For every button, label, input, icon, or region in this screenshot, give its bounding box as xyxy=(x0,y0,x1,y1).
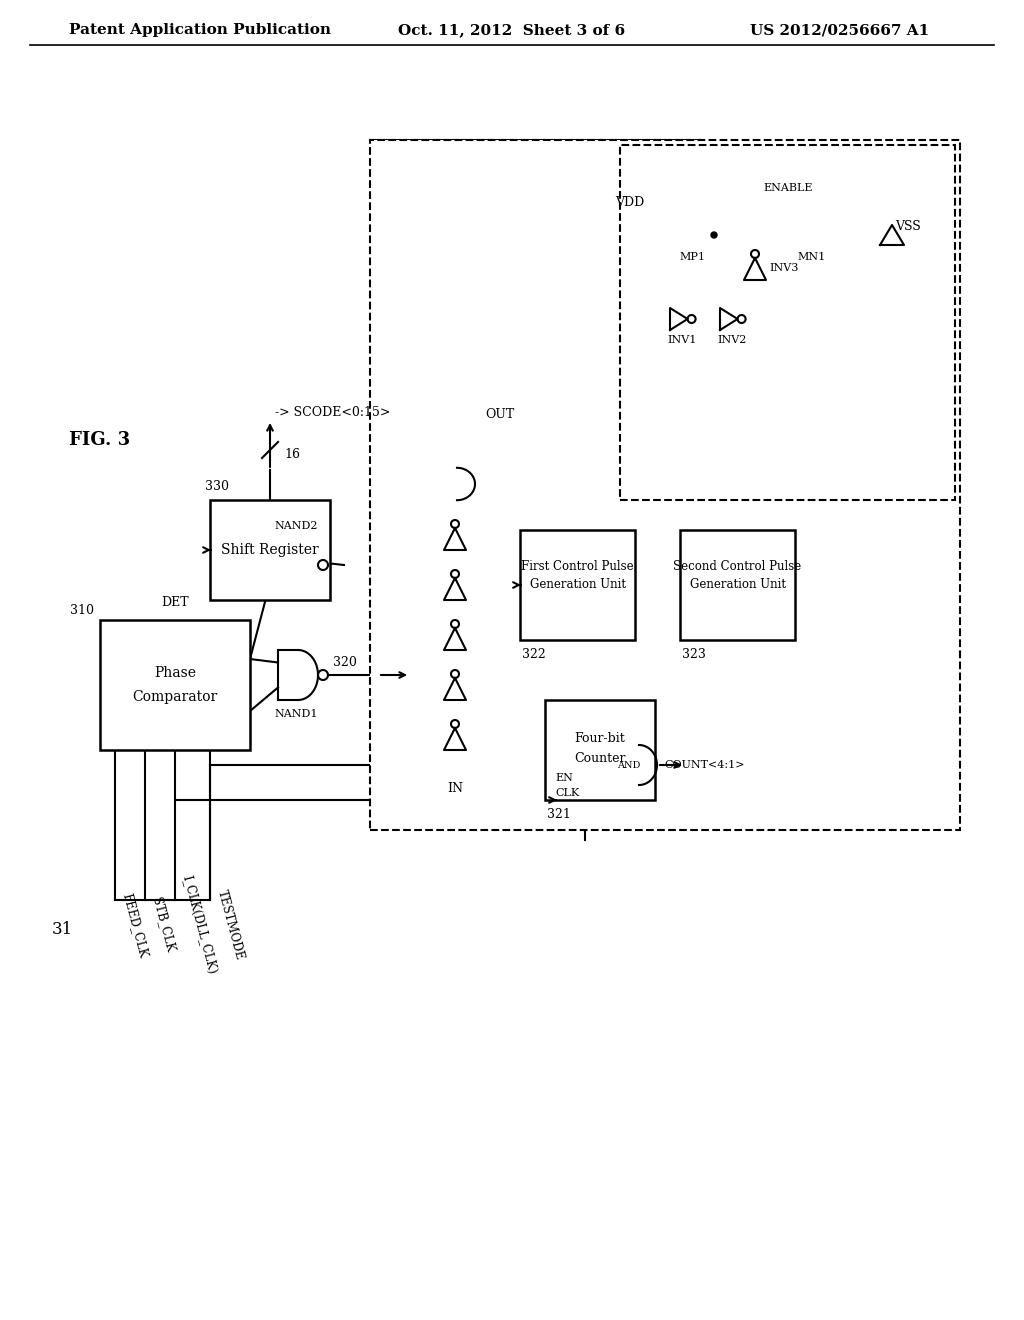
Text: STB_CLK: STB_CLK xyxy=(150,896,177,954)
Text: 31: 31 xyxy=(51,921,73,939)
Text: FIG. 3: FIG. 3 xyxy=(70,432,131,449)
Text: Comparator: Comparator xyxy=(132,690,218,704)
Polygon shape xyxy=(444,628,466,649)
Text: Four-bit: Four-bit xyxy=(574,731,626,744)
Text: DET: DET xyxy=(161,595,188,609)
Text: 321: 321 xyxy=(547,808,570,821)
Text: 320: 320 xyxy=(333,656,357,669)
Bar xyxy=(520,531,635,640)
Text: IN: IN xyxy=(447,781,463,795)
Circle shape xyxy=(711,232,717,238)
Polygon shape xyxy=(720,308,737,330)
Bar xyxy=(545,700,655,800)
Polygon shape xyxy=(444,578,466,601)
Polygon shape xyxy=(670,308,687,330)
Bar xyxy=(680,531,795,640)
Text: Oct. 11, 2012  Sheet 3 of 6: Oct. 11, 2012 Sheet 3 of 6 xyxy=(398,22,626,37)
Bar xyxy=(370,140,961,830)
Polygon shape xyxy=(880,224,904,246)
Text: 322: 322 xyxy=(522,648,546,660)
Text: EN: EN xyxy=(555,774,572,783)
Text: 310: 310 xyxy=(70,603,94,616)
Text: FEED_CLK: FEED_CLK xyxy=(120,891,150,958)
Text: OUT: OUT xyxy=(485,408,514,421)
Text: VSS: VSS xyxy=(895,220,921,234)
Polygon shape xyxy=(444,528,466,550)
Text: Generation Unit: Generation Unit xyxy=(529,578,626,591)
Text: 330: 330 xyxy=(205,479,229,492)
Text: VDD: VDD xyxy=(615,195,645,209)
Text: COUNT<4:1>: COUNT<4:1> xyxy=(664,760,744,770)
Text: 16: 16 xyxy=(284,449,300,462)
Text: INV3: INV3 xyxy=(769,263,799,273)
Text: First Control Pulse: First Control Pulse xyxy=(521,561,634,573)
Text: Phase: Phase xyxy=(154,667,196,680)
Text: Generation Unit: Generation Unit xyxy=(689,578,785,591)
Text: Patent Application Publication: Patent Application Publication xyxy=(69,22,331,37)
Text: -> SCODE<0:15>: -> SCODE<0:15> xyxy=(275,405,390,418)
Text: CLK: CLK xyxy=(555,788,580,799)
Text: US 2012/0256667 A1: US 2012/0256667 A1 xyxy=(751,22,930,37)
Text: ENABLE: ENABLE xyxy=(763,183,812,193)
Polygon shape xyxy=(744,257,766,280)
Text: INV1: INV1 xyxy=(668,335,696,345)
Text: I_CLK(DLL_CLK): I_CLK(DLL_CLK) xyxy=(180,874,219,975)
Text: NAND2: NAND2 xyxy=(274,521,317,531)
Text: NAND1: NAND1 xyxy=(274,709,317,719)
Bar xyxy=(620,145,955,500)
Polygon shape xyxy=(444,678,466,700)
Polygon shape xyxy=(444,729,466,750)
Text: AND: AND xyxy=(617,760,641,770)
Text: 323: 323 xyxy=(682,648,706,660)
Text: Second Control Pulse: Second Control Pulse xyxy=(674,561,802,573)
Text: INV2: INV2 xyxy=(718,335,746,345)
Text: MP1: MP1 xyxy=(679,252,705,261)
Text: Counter: Counter xyxy=(574,751,626,764)
Bar xyxy=(100,620,250,750)
Text: Shift Register: Shift Register xyxy=(221,543,318,557)
Text: MN1: MN1 xyxy=(798,252,826,261)
Bar xyxy=(210,500,330,601)
Text: TESTMODE: TESTMODE xyxy=(215,888,246,961)
